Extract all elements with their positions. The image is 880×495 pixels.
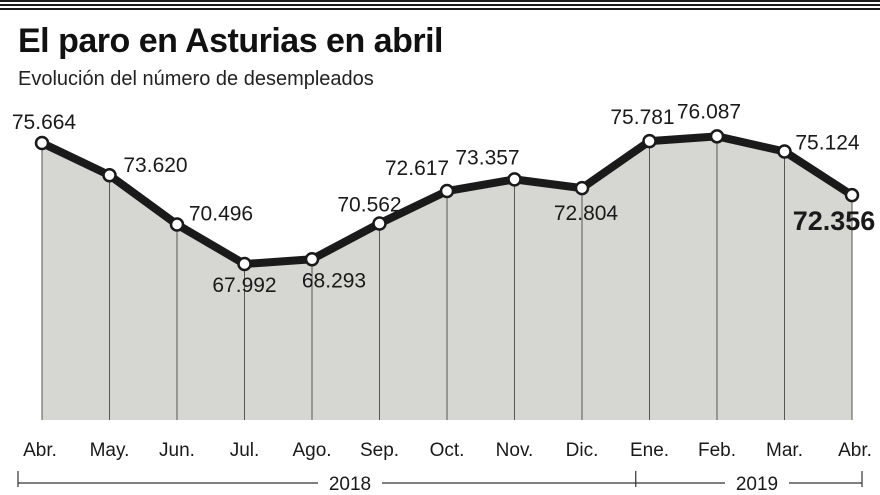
chart-plot-layer: 75.664 73.620 70.496 67.992 68.293 70.562 72.6… (12, 100, 875, 495)
data-label-0: 75.664 (12, 111, 77, 134)
data-point-2 (169, 217, 185, 232)
data-label-6: 72.617 (385, 157, 449, 180)
data-point-6 (439, 183, 455, 199)
top-rule (0, 0, 880, 12)
data-label-4: 68.293 (302, 269, 366, 292)
data-point-7 (507, 172, 522, 187)
year-label-2018: 2018 (329, 474, 371, 495)
data-label-12: 72.356 (793, 206, 876, 236)
x-tick-label-1: May. (90, 440, 130, 461)
data-label-10: 76.087 (677, 100, 741, 123)
data-label-7: 73.357 (455, 146, 519, 169)
year-label-bg-0 (318, 472, 382, 492)
data-label-2: 70.496 (189, 203, 253, 226)
x-tick-label-9: Ene. (630, 440, 669, 461)
data-point-4 (304, 252, 320, 267)
data-point-12 (844, 187, 860, 203)
x-tick-label-2: Jun. (159, 440, 195, 461)
x-tick-label-7: Nov. (496, 440, 534, 461)
x-tick-label-8: Dic. (566, 440, 599, 461)
x-tick-label-12: Abr. (838, 440, 872, 461)
data-point-10 (709, 129, 725, 144)
data-point-5 (372, 216, 387, 231)
data-label-1: 73.620 (123, 154, 187, 177)
data-label-5: 70.562 (337, 193, 401, 216)
x-tick-label-11: Mar. (766, 440, 803, 461)
chart-subtitle: Evolución del número de desempleados (18, 68, 374, 90)
data-point-11 (777, 144, 792, 159)
data-label-8: 72.804 (554, 202, 619, 225)
x-tick-label-5: Sep. (360, 440, 399, 461)
data-point-8 (574, 180, 590, 196)
x-tick-label-10: Feb. (698, 440, 736, 461)
data-point-0 (34, 135, 50, 151)
data-point-1 (102, 167, 117, 183)
data-label-9: 75.781 (610, 106, 674, 129)
data-label-11: 75.124 (795, 132, 860, 155)
x-tick-label-4: Ago. (292, 440, 331, 461)
x-tick-label-0: Abr. (23, 440, 57, 461)
data-label-3: 67.992 (212, 274, 276, 297)
x-tick-label-6: Oct. (430, 440, 465, 461)
year-label-bg-1 (725, 472, 789, 492)
data-point-3 (237, 256, 252, 272)
chart-title: El paro en Asturias en abril (18, 22, 443, 60)
data-point-9 (642, 133, 657, 149)
year-label-2019: 2019 (736, 474, 778, 495)
x-tick-label-3: Jul. (230, 440, 260, 461)
